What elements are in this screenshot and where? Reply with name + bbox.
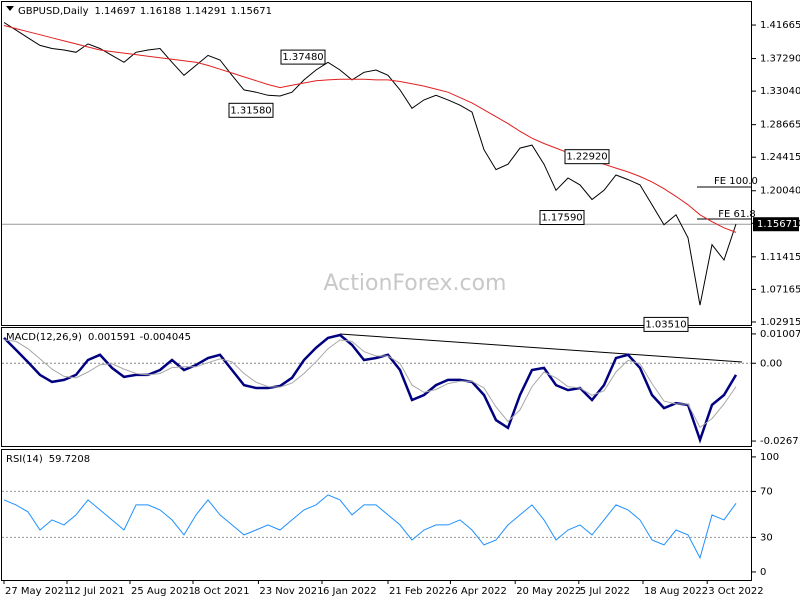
y-tick-label: 1.02915 [760,317,800,328]
y-tick-label: 1.07165 [760,284,800,295]
panel-header: RSI(14) 59.7208 [6,454,90,465]
series-line [3,333,738,444]
header-value: 59.7208 [49,454,90,465]
header-value: 1.15671 [231,6,272,17]
annotation-box [643,316,689,332]
y-tick-label: 70 [760,486,773,497]
x-tick-label: 21 Feb 2022 [389,586,451,597]
x-tick-label: 6 Jan 2022 [323,586,377,597]
header-title: GBPUSD,Daily [18,6,89,17]
header-value: 1.14697 [95,6,136,17]
fe-label: FE 100.0 [714,176,758,187]
y-tick-label: 1.24415 [760,152,800,163]
y-tick-label: 1.41665 [760,20,800,31]
x-tick-label: 25 Aug 2021 [131,586,195,597]
y-tick-label: 0.010071 [760,329,800,340]
y-tick-label: 100 [760,452,779,463]
x-tick-label: 6 Apr 2022 [451,586,506,597]
annotation-label: 1.37480 [282,52,323,63]
rsi-panel [1,449,752,581]
annotation-label: 1.17590 [541,213,582,224]
y-tick-label: 1.11415 [760,252,800,263]
y-tick-label: 0.00 [760,358,782,369]
header-value: 1.16188 [140,6,181,17]
price-panel [1,1,752,326]
series-line [3,339,737,429]
annotation-label: 1.22920 [566,152,607,163]
series-line [3,494,737,560]
x-tick-label: 12 Jul 2021 [68,586,125,597]
header-title: MACD(12,26,9) [6,332,82,343]
fe-label: FE 61.8 [718,209,756,220]
y-tick-label: 1.33040 [760,86,800,97]
x-tick-label: 27 May 2021 [5,586,70,597]
y-tick-label: 1.37290 [760,54,800,65]
header-value: 0.001591 [88,332,136,343]
y-tick-label: 1.28665 [760,120,800,131]
x-tick-label: 23 Nov 2021 [259,586,323,597]
x-tick-label: 20 May 2022 [516,586,581,597]
menu-arrow[interactable] [6,6,14,11]
series-line [3,22,737,306]
y-tick-label: 30 [760,532,773,543]
annotation-box [564,149,610,165]
header-value: -0.004045 [140,332,191,343]
x-tick-label: 5 Jul 2022 [580,586,630,597]
last-price-tag [753,217,799,232]
y-tick-label: -0.0267 [760,436,799,447]
last-price-label: 1.15671 [757,219,798,230]
annotation-box [539,210,585,226]
annotation-box [228,102,274,118]
header-value: 1.14291 [185,6,226,17]
x-tick-label: 3 Oct 2022 [708,586,763,597]
y-tick-label: 1.20040 [760,186,800,197]
header-title: RSI(14) [6,454,43,465]
annotation-label: 1.03510 [645,319,686,330]
macd-trendline [339,333,743,363]
x-tick-label: 8 Oct 2021 [194,586,249,597]
annotation-label: 1.31580 [230,105,271,116]
panel-header: GBPUSD,Daily 1.14697 1.16188 1.14291 1.15671 [18,6,272,17]
y-tick-label: 0 [760,567,766,578]
annotation-box [280,49,326,65]
x-tick-label: 18 Aug 2022 [644,586,708,597]
series-line [3,25,737,233]
watermark: ActionForex.com [324,271,507,296]
panel-header: MACD(12,26,9) 0.001591 -0.004045 [6,332,191,343]
macd-panel [1,327,752,447]
